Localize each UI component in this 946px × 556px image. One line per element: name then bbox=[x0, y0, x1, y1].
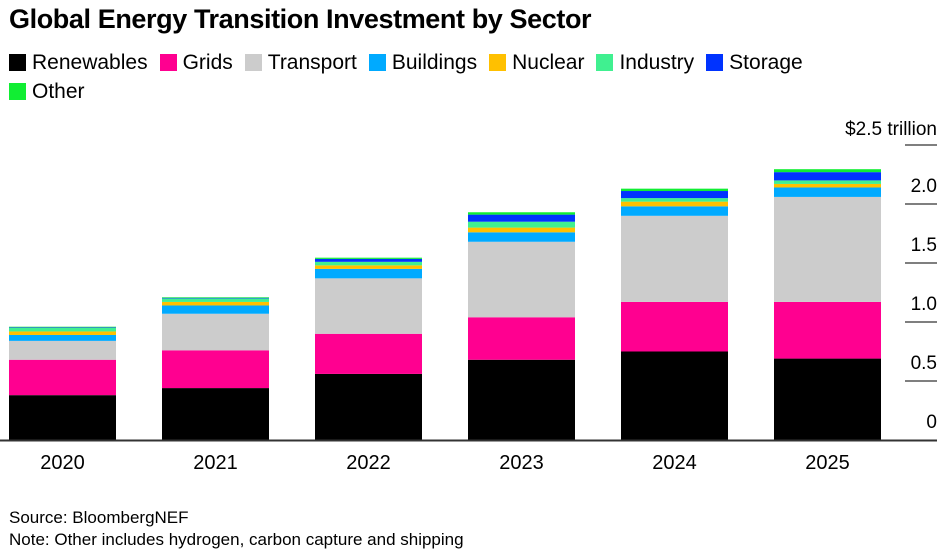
bar-segment-grids-2020 bbox=[9, 359, 116, 396]
bar-segment-renewables-2021 bbox=[162, 388, 269, 440]
x-tick-label: 2025 bbox=[805, 452, 850, 474]
footnote: Note: Other includes hydrogen, carbon ca… bbox=[9, 530, 464, 549]
legend-swatch bbox=[706, 54, 724, 71]
bar-segment-renewables-2024 bbox=[621, 351, 728, 440]
legend-label: Buildings bbox=[391, 51, 478, 74]
bar-segment-buildings-2025 bbox=[774, 187, 881, 197]
bar-segment-storage-2023 bbox=[468, 214, 575, 222]
legend-item-industry: Industry bbox=[596, 49, 694, 76]
y-tick-label: 1.0 bbox=[911, 294, 937, 315]
bar-segment-industry-2022 bbox=[315, 261, 422, 266]
bar-stack-2023 bbox=[468, 212, 575, 440]
legend-label: Nuclear bbox=[512, 51, 585, 74]
legend-label: Transport bbox=[267, 51, 357, 74]
bar-segment-storage-2024 bbox=[621, 191, 728, 199]
bar-segment-buildings-2020 bbox=[9, 334, 116, 341]
legend-label: Grids bbox=[182, 51, 233, 74]
footer: Source: BloombergNEF Note: Other include… bbox=[9, 507, 464, 551]
bar-segment-transport-2022 bbox=[315, 278, 422, 334]
bar-stack-2022 bbox=[315, 257, 422, 440]
legend-swatch bbox=[596, 54, 614, 71]
bar-segment-other-2023 bbox=[468, 212, 575, 215]
bar-segment-industry-2020 bbox=[9, 327, 116, 332]
legend-swatch bbox=[159, 54, 177, 71]
chart-plot-area: 2020 2021 2022 2023 2024 2025 0 0.5 1.0 1.5 2.0 $2.… bbox=[0, 119, 937, 474]
x-tick-label: 2024 bbox=[652, 452, 697, 474]
bar-segment-industry-2025 bbox=[774, 180, 881, 184]
x-tick-label: 2022 bbox=[346, 452, 391, 474]
bar-stack-2025 bbox=[774, 169, 881, 440]
bar-segment-nuclear-2025 bbox=[774, 183, 881, 188]
legend-label: Industry bbox=[619, 51, 695, 74]
legend-item-storage: Storage bbox=[706, 49, 803, 76]
legend-swatch bbox=[244, 54, 262, 71]
bar-segment-transport-2020 bbox=[9, 340, 116, 360]
x-tick-label: 2020 bbox=[40, 452, 85, 474]
source-note: Source: BloombergNEF bbox=[9, 508, 189, 527]
bar-segment-nuclear-2023 bbox=[468, 227, 575, 233]
bar-segment-storage-2022 bbox=[315, 258, 422, 262]
y-tick-label: $2.5 trillion bbox=[845, 119, 937, 140]
legend-item-transport: Transport bbox=[244, 49, 357, 76]
bar-segment-other-2025 bbox=[774, 169, 881, 173]
bar-segment-buildings-2022 bbox=[315, 268, 422, 279]
legend: Renewables Grids Transport Buildings Nuclear… bbox=[9, 49, 909, 107]
legend-swatch bbox=[9, 54, 26, 71]
bar-segment-other-2024 bbox=[621, 188, 728, 192]
bar-segment-other-2021 bbox=[162, 297, 269, 298]
bar-segment-grids-2024 bbox=[621, 301, 728, 352]
bar-segment-nuclear-2024 bbox=[621, 201, 728, 207]
legend-swatch bbox=[489, 54, 507, 71]
bar-segment-renewables-2022 bbox=[315, 373, 422, 440]
bar-stack-2024 bbox=[621, 188, 728, 440]
bar-segment-other-2022 bbox=[315, 257, 422, 259]
bar-segment-renewables-2023 bbox=[468, 359, 575, 440]
legend-label: Other bbox=[32, 80, 85, 103]
legend-label: Renewables bbox=[32, 51, 148, 74]
bar-segment-renewables-2025 bbox=[774, 358, 881, 440]
bar-segment-storage-2020 bbox=[9, 327, 116, 328]
bar-segment-transport-2025 bbox=[774, 196, 881, 302]
legend-swatch bbox=[9, 83, 26, 100]
bar-segment-grids-2022 bbox=[315, 333, 422, 374]
y-tick-label: 0 bbox=[926, 412, 937, 433]
bar-segment-transport-2024 bbox=[621, 215, 728, 302]
legend-item-other: Other bbox=[9, 78, 85, 105]
y-tick-label: 0.5 bbox=[911, 353, 937, 374]
bar-segment-nuclear-2021 bbox=[162, 301, 269, 306]
bar-stack-2020 bbox=[9, 326, 116, 440]
bar-segment-grids-2025 bbox=[774, 301, 881, 359]
x-tick-label: 2023 bbox=[499, 452, 544, 474]
legend-item-buildings: Buildings bbox=[368, 49, 478, 76]
legend-item-grids: Grids bbox=[159, 49, 233, 76]
legend-item-renewables: Renewables bbox=[9, 49, 148, 76]
bar-segment-transport-2021 bbox=[162, 313, 269, 351]
bar-segment-nuclear-2020 bbox=[9, 331, 116, 335]
bar-segment-other-2020 bbox=[9, 326, 116, 328]
legend-swatch bbox=[368, 54, 386, 71]
chart-title: Global Energy Transition Investment by S… bbox=[9, 4, 592, 34]
bar-segment-industry-2021 bbox=[162, 298, 269, 302]
bar-segment-storage-2021 bbox=[162, 297, 269, 299]
bar-segment-grids-2021 bbox=[162, 350, 269, 389]
x-tick-label: 2021 bbox=[193, 452, 238, 474]
bar-segment-transport-2023 bbox=[468, 241, 575, 318]
bar-segment-buildings-2021 bbox=[162, 305, 269, 314]
legend-label: Storage bbox=[729, 51, 803, 74]
bar-stack-2021 bbox=[162, 297, 269, 440]
y-tick-label: 2.0 bbox=[911, 176, 937, 197]
bar-segment-buildings-2023 bbox=[468, 232, 575, 242]
bar-segment-industry-2023 bbox=[468, 221, 575, 228]
y-tick-label: 1.5 bbox=[911, 235, 937, 256]
bar-segment-renewables-2020 bbox=[9, 395, 116, 440]
bar-segment-buildings-2024 bbox=[621, 206, 728, 216]
bar-segment-grids-2023 bbox=[468, 317, 575, 360]
bar-segment-nuclear-2022 bbox=[315, 265, 422, 269]
bar-segment-industry-2024 bbox=[621, 198, 728, 202]
bar-segment-storage-2025 bbox=[774, 172, 881, 181]
legend-item-nuclear: Nuclear bbox=[489, 49, 584, 76]
